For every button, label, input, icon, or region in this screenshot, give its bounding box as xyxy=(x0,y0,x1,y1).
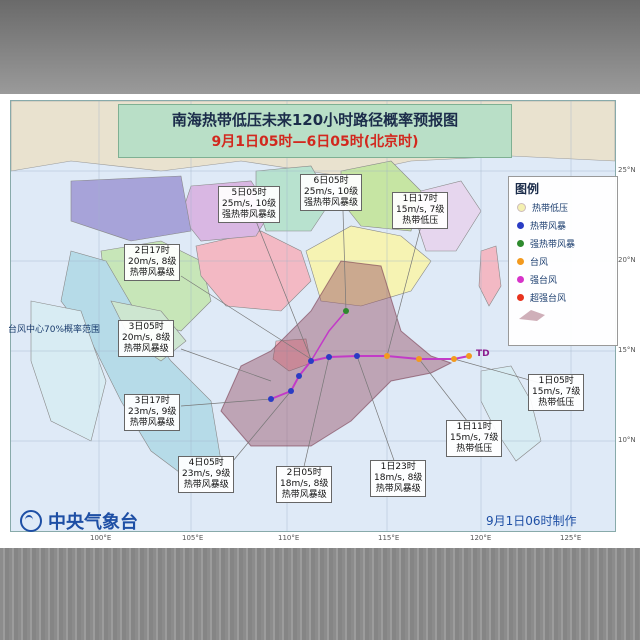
forecast-label: 5日05时 25m/s, 10级 强热带风暴级 xyxy=(218,186,281,223)
lon-label: 125°E xyxy=(560,534,582,542)
lon-label: 105°E xyxy=(182,534,204,542)
province-guangxi xyxy=(195,230,312,312)
legend-area-label: 台风中心70%概率范围 xyxy=(8,325,101,335)
forecast-label: 3日05时 20m/s, 8级 热带风暴级 xyxy=(118,320,175,357)
legend-item: 超强台风 xyxy=(517,291,566,304)
province-guangdong xyxy=(305,225,432,307)
island-taiwan xyxy=(478,245,502,307)
land-philippines xyxy=(480,365,542,462)
lon-label: 110°E xyxy=(278,534,300,542)
agency-logo-icon xyxy=(20,510,42,532)
map-subtitle: 9月1日05时—6日05时(北京时) xyxy=(211,134,419,150)
legend-item: 强热带风暴 xyxy=(517,237,575,250)
agency-name: 中央气象台 xyxy=(20,508,138,534)
lat-label: 10°N xyxy=(618,436,636,444)
lon-label: 120°E xyxy=(470,534,492,542)
td-marker-label: TD xyxy=(476,349,490,359)
province-sichuan xyxy=(70,175,192,242)
legend-item: 强台风 xyxy=(517,273,557,286)
lat-label: 25°N xyxy=(618,166,636,174)
lon-label: 100°E xyxy=(90,534,112,542)
forecast-track xyxy=(270,355,470,400)
legend: 图例 热带低压 热带风暴 强热带风暴 台风 强台风 超强台风 xyxy=(508,176,618,346)
made-time: 9月1日06时制作 xyxy=(486,514,577,528)
lat-label: 15°N xyxy=(618,346,636,354)
forecast-label: 2日17时 20m/s, 8级 热带风暴级 xyxy=(124,244,181,281)
forecast-label: 1日17时 15m/s, 7级 热带低压 xyxy=(392,192,449,229)
legend-item: 热带风暴 xyxy=(517,219,566,232)
title-box: 南海热带低压未来120小时路径概率预报图 9月1日05时—6日05时(北京时) xyxy=(118,104,512,158)
map-title: 南海热带低压未来120小时路径概率预报图 xyxy=(171,111,459,129)
lon-label: 115°E xyxy=(378,534,400,542)
forecast-label: 1日05时 15m/s, 7级 热带低压 xyxy=(528,374,585,411)
bottom-background xyxy=(0,548,640,640)
lat-label: 20°N xyxy=(618,256,636,264)
island-hainan xyxy=(272,338,312,372)
forecast-label: 2日05时 18m/s, 8级 热带风暴级 xyxy=(276,466,333,503)
track-branch xyxy=(310,310,347,362)
forecast-label: 1日11时 15m/s, 7级 热带低压 xyxy=(446,420,503,457)
cone-legend-icon xyxy=(519,310,545,321)
probability-cone xyxy=(220,260,453,447)
forecast-label: 6日05时 25m/s, 10级 强热带风暴级 xyxy=(300,174,363,211)
forecast-label: 1日23时 18m/s, 8级 热带风暴级 xyxy=(370,460,427,497)
forecast-label: 3日17时 23m/s, 9级 热带风暴级 xyxy=(124,394,181,431)
legend-item: 热带低压 xyxy=(517,201,568,214)
forecast-label: 4日05时 23m/s, 9级 热带风暴级 xyxy=(178,456,235,493)
top-background xyxy=(0,0,640,94)
legend-item: 台风 xyxy=(517,255,548,268)
legend-title: 图例 xyxy=(515,182,540,196)
